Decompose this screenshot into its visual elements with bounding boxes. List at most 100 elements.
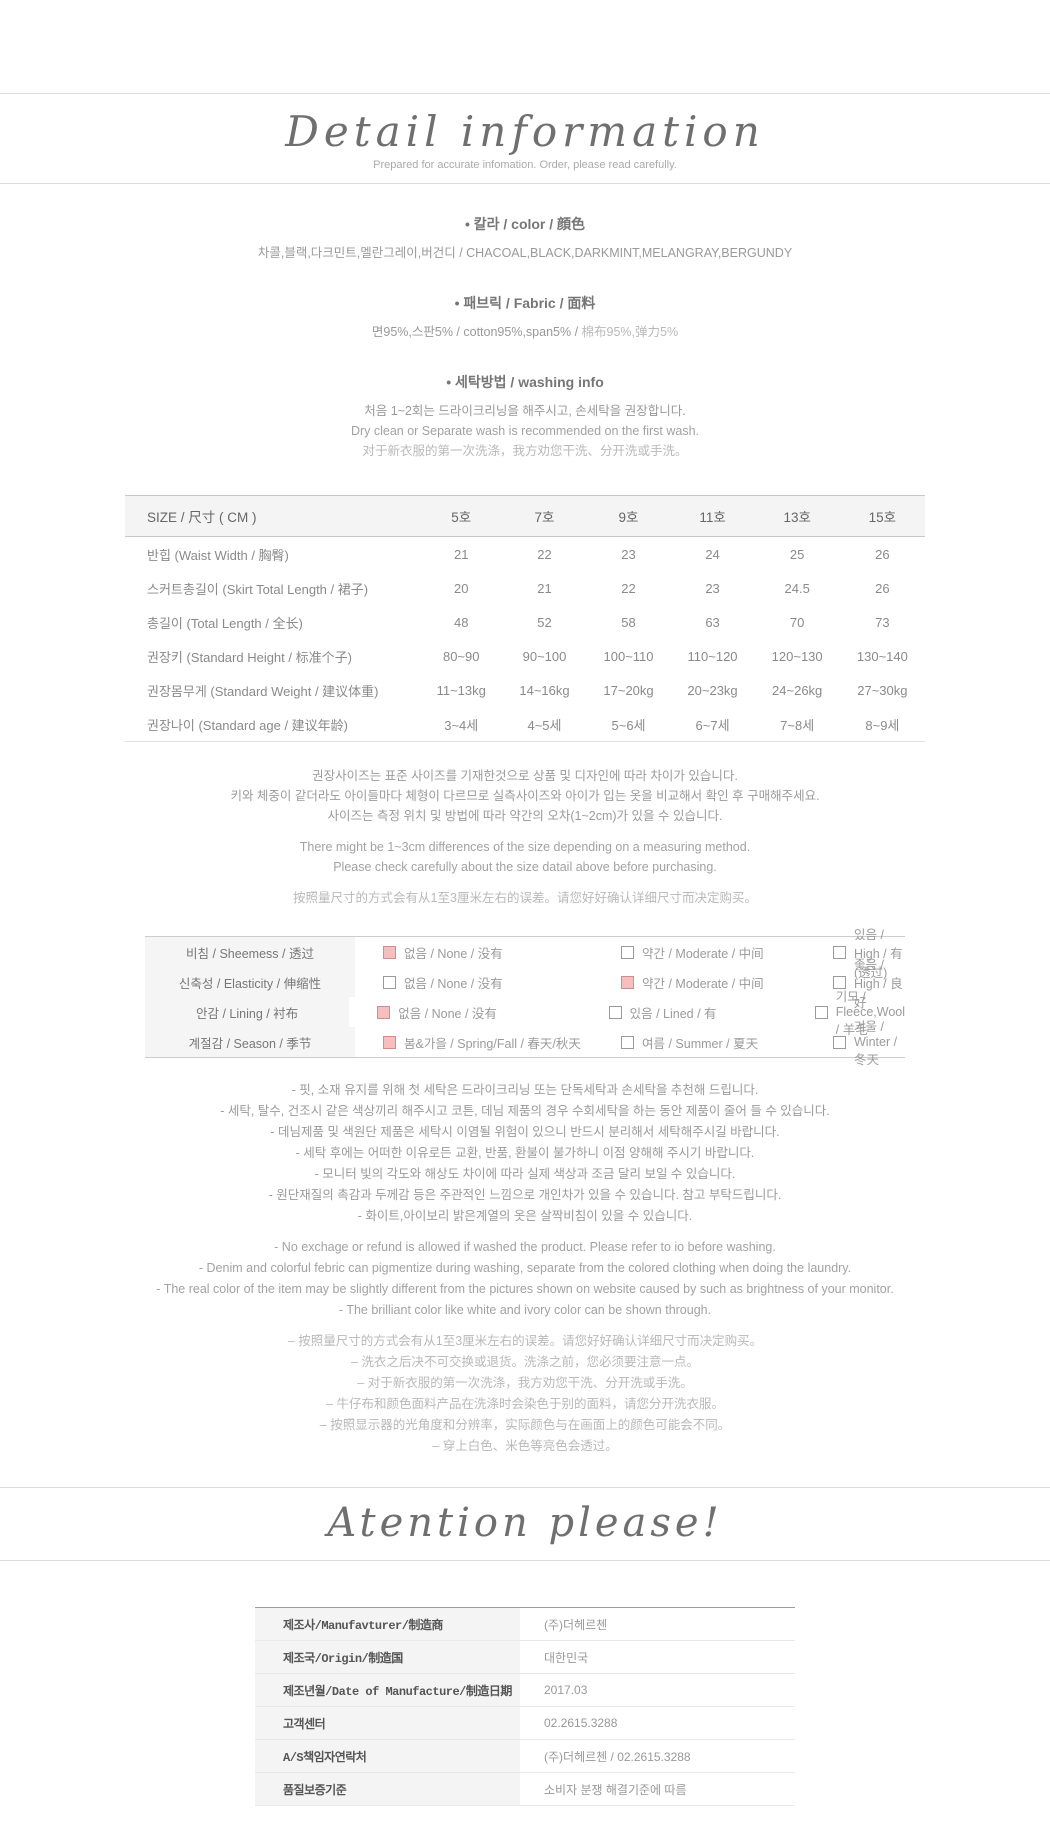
fabric-section-heading: • 패브릭 / Fabric / 面料	[454, 295, 596, 312]
size-cell: 22	[537, 546, 552, 562]
checkbox-icon	[833, 945, 846, 959]
spec-option: 없음 / None / 没有	[383, 967, 621, 997]
spec-option: 없음 / None / 没有	[377, 997, 608, 1027]
care-note-line: - The real color of the item may be slig…	[156, 1282, 894, 1297]
size-cell: 14~16kg	[519, 682, 570, 698]
attention-title: Atention please!	[327, 1500, 723, 1547]
size-row-label: 총길이 (Total Length / 全长)	[147, 615, 303, 631]
washing-line-en: Dry clean or Separate wash is recommende…	[350, 424, 700, 439]
spec-option: 있음 / High / 有 (透过)	[833, 928, 905, 980]
fabric-spec-table: 비침 / Sheemess / 透过 없음 / None / 没有 약간 / M…	[145, 928, 905, 1067]
info-row-value: (주)더헤르첸 / 02.2615.3288	[544, 1749, 691, 1764]
page-subtitle: Prepared for accurate infomation. Order,…	[373, 159, 677, 172]
info-row-value: 2017.03	[544, 1683, 588, 1698]
divider-line	[0, 93, 1050, 94]
checkbox-icon	[621, 945, 634, 959]
size-note-line: 권장사이즈는 표준 사이즈를 기재한것으로 상품 및 디자인에 따라 차이가 있…	[312, 769, 738, 784]
spec-row-elasticity: 신축성 / Elasticity / 伸缩性 없음 / None / 没有 약간…	[145, 958, 905, 1010]
size-cell: 21	[537, 580, 552, 596]
info-row-manufacture-date: 제조년월/Date of Manufacture/制造日期 2017.03	[255, 1674, 795, 1708]
care-note-line: - Denim and colorful febric can pigmenti…	[198, 1261, 852, 1276]
checkbox-icon	[383, 945, 396, 959]
size-cell: 20	[454, 580, 469, 596]
info-row-value: 대한민국	[544, 1650, 589, 1665]
size-cell: 23	[705, 580, 720, 596]
washing-section-heading: • 세탁방법 / washing info	[446, 374, 604, 391]
size-note-line: There might be 1~3cm differences of the …	[299, 840, 751, 855]
care-note-line: – 对于新衣服的第一次洗涤，我方劝您干洗、分开洗或手洗。	[357, 1376, 693, 1391]
size-cell: 130~140	[856, 648, 908, 664]
spec-option: 여름 / Summer / 夏天	[621, 1027, 833, 1057]
size-note-line: Please check carefully about the size da…	[333, 860, 717, 875]
spec-row-sheerness: 비침 / Sheemess / 透过 없음 / None / 没有 약간 / M…	[145, 928, 905, 980]
size-row-label: 스커트총길이 (Skirt Total Length / 裙子)	[147, 581, 369, 597]
size-table: SIZE / 尺寸 ( CM ) 5호 7호 9호 11호 13호 15호 반힙…	[125, 495, 925, 743]
size-cell: 24.5	[784, 580, 810, 596]
info-row-as-contact: A/S책임자연락처 (주)더헤르첸 / 02.2615.3288	[255, 1740, 795, 1774]
size-cell: 11~13kg	[436, 682, 486, 698]
size-cell: 17~20kg	[603, 682, 654, 698]
size-table-header-cell: 15호	[839, 495, 925, 538]
checkbox-icon	[383, 975, 396, 989]
info-row-value: (주)더헤르첸	[544, 1617, 608, 1632]
info-row-origin: 제조국/Origin/制造国 대한민국	[255, 1641, 795, 1675]
size-note-line: 사이즈는 측정 위치 및 방법에 따라 약간의 오차(1~2cm)가 있을 수 …	[327, 809, 723, 824]
detail-information-header: Detail information Prepared for accurate…	[0, 94, 1050, 183]
size-cell: 90~100	[522, 648, 567, 664]
checkbox-icon	[833, 1035, 846, 1049]
spec-option: 봄&가을 / Spring/Fall / 春天/秋天	[383, 1027, 621, 1057]
spec-row-season: 계절감 / Season / 季节 봄&가을 / Spring/Fall / 春…	[145, 1020, 905, 1067]
size-cell: 58	[621, 614, 636, 630]
info-row-customer-center: 고객센터 02.2615.3288	[255, 1707, 795, 1741]
size-row-label: 반힙 (Waist Width / 胸臀)	[147, 547, 289, 563]
care-note-line: – 按照显示器的光角度和分辨率，实际颜色与在画面上的颜色可能会不同。	[319, 1418, 731, 1433]
spec-row-lining: 안감 / Lining / 衬布 없음 / None / 没有 있음 / Lin…	[145, 990, 905, 1037]
spec-row-label: 계절감 / Season / 季节	[145, 1027, 355, 1058]
size-table-row: 총길이 (Total Length / 全长) 48 52 58 63 70 7…	[125, 605, 925, 639]
care-note-line: – 穿上白色、米色等亮色会透过。	[432, 1439, 618, 1454]
size-cell: 27~30kg	[857, 682, 908, 698]
size-table-header-cell: 9호	[586, 495, 671, 538]
size-cell: 5~6세	[586, 707, 671, 743]
care-note-line: – 牛仔布和颜色面料产品在洗涤时会染色于别的面料，请您分开洗衣服。	[326, 1397, 724, 1412]
spec-option-label: 없음 / None / 没有	[398, 1006, 497, 1021]
info-row-value: 소비자 분쟁 해결기준에 따름	[544, 1782, 687, 1797]
care-note-line: - 화이트,아이보리 밝은계열의 옷은 살짝비침이 있을 수 있습니다.	[357, 1209, 693, 1224]
care-notes: - 핏, 소재 유지를 위해 첫 세탁은 드라이크리닝 또는 단독세탁과 손세탁…	[0, 1080, 1050, 1457]
info-row-manufacturer: 제조사/Manufavturer/制造商 (주)더헤르첸	[255, 1608, 795, 1642]
care-note-line: - 모니터 빛의 각도와 해상도 차이에 따라 실제 색상과 조금 달리 보일 …	[314, 1167, 736, 1182]
size-note-line: 按照量尺寸的方式会有从1至3厘米左右的误差。请您好好确认详细尺寸而决定购买。	[293, 891, 757, 906]
manufacturer-info-table: 제조사/Manufavturer/制造商 (주)더헤르첸 제조국/Origin/…	[255, 1607, 795, 1807]
bottom-whitespace	[0, 1806, 1050, 1846]
spec-option: 없음 / None / 没有	[383, 937, 621, 967]
attention-section: Atention please!	[0, 1487, 1050, 1562]
size-cell: 8~9세	[839, 707, 925, 743]
info-row-label: A/S책임자연락처	[255, 1740, 520, 1773]
spec-option-label: 없음 / None / 没有	[404, 946, 503, 961]
size-cell: 4~5세	[502, 707, 587, 743]
size-cell: 70	[789, 614, 805, 630]
size-row-label: 권장나이 (Standard age / 建议年龄)	[125, 707, 420, 743]
color-section: • 칼라 / color / 顔色 차콜,블랙,다크민트,멜란그레이,버건디 /…	[0, 214, 1050, 263]
checkbox-icon	[377, 1005, 391, 1019]
size-cell: 73	[875, 614, 890, 630]
size-table-row: 권장키 (Standard Height / 标准个子) 80~90 90~10…	[125, 639, 925, 673]
info-row-label: 고객센터	[255, 1707, 520, 1740]
spec-option-label: 좋음 / High / 良好	[854, 957, 903, 1010]
spec-option: 좋음 / High / 良好	[833, 958, 905, 1010]
size-table-row: 반힙 (Waist Width / 胸臀) 21 22 23 24 25 26	[125, 537, 925, 572]
info-row-label: 제조년월/Date of Manufacture/制造日期	[255, 1674, 520, 1707]
fabric-zh: 棉布95%,弹力5%	[581, 325, 679, 340]
info-row-label: 제조사/Manufavturer/制造商	[255, 1608, 520, 1641]
care-note-line: - The brilliant color like white and ivo…	[338, 1303, 712, 1318]
color-section-heading: • 칼라 / color / 顔色	[464, 216, 586, 233]
size-cell: 3~4세	[420, 707, 503, 743]
size-cell: 7~8세	[754, 707, 840, 743]
fabric-section-body: 면95%,스판5% / cotton95%,span5% / 棉布95%,弹力5…	[0, 322, 1050, 342]
size-table-header-cell: 7호	[502, 495, 587, 538]
spec-row-label: 신축성 / Elasticity / 伸缩性	[145, 967, 355, 998]
spec-option-label: 있음 / High / 有 (透过)	[854, 927, 903, 980]
spec-option-label: 없음 / None / 没有	[404, 976, 503, 991]
size-cell: 23	[621, 546, 636, 562]
spec-row-label: 비침 / Sheemess / 透过	[145, 937, 355, 968]
